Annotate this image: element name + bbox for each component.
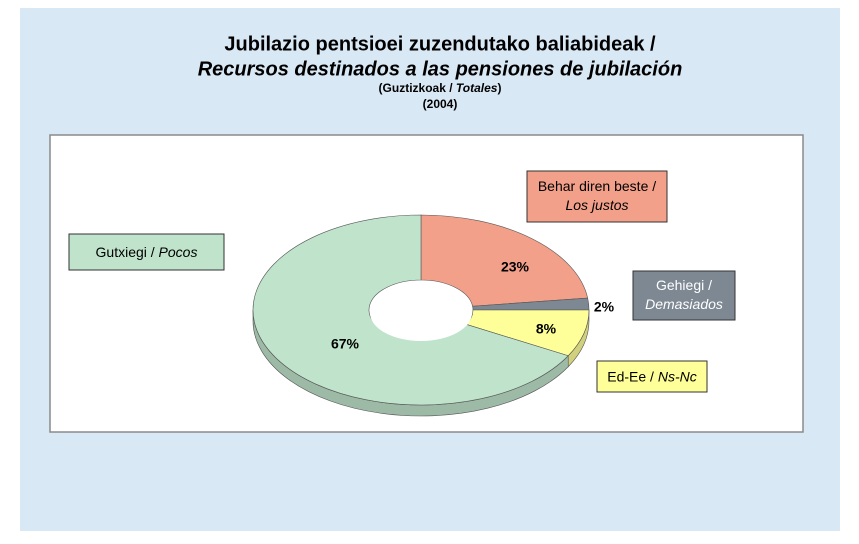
note-part: Totales: [456, 81, 498, 95]
chart-note: (Guztizkoak / Totales): [379, 81, 502, 95]
value-label: 8%: [536, 321, 557, 337]
value-label: 2%: [594, 299, 615, 315]
note-part: (Guztizkoak /: [379, 81, 456, 95]
category-label: Ed-Ee / Ns-Nc: [607, 368, 696, 384]
category-label: Behar diren beste /: [538, 178, 656, 194]
category-label: Los justos: [565, 197, 628, 213]
chart-year: (2004): [423, 97, 458, 111]
value-label: 67%: [331, 336, 360, 352]
category-label-part: Ed-Ee /: [607, 368, 658, 384]
category-label: Gutxiegi / Pocos: [96, 244, 198, 260]
category-box: [526, 170, 668, 223]
category-box: [596, 360, 708, 393]
category-label: Demasiados: [645, 296, 723, 312]
category-box: [632, 270, 736, 321]
category-label-part: Ns-Nc: [658, 368, 697, 384]
note-part: ): [497, 81, 501, 95]
category-label: Gehiegi /: [656, 277, 712, 293]
slice: [420, 214, 589, 307]
category-label-part: Gutxiegi /: [96, 244, 159, 260]
category-box: [68, 233, 225, 271]
value-label: 23%: [501, 259, 530, 275]
chart-subtitle: Recursos destinados a las pensiones de j…: [198, 58, 683, 80]
donut-hole-wall: [370, 285, 472, 341]
chart-title: Jubilazio pentsioei zuzendutako baliabid…: [224, 33, 656, 55]
category-label-part: Pocos: [159, 244, 198, 260]
